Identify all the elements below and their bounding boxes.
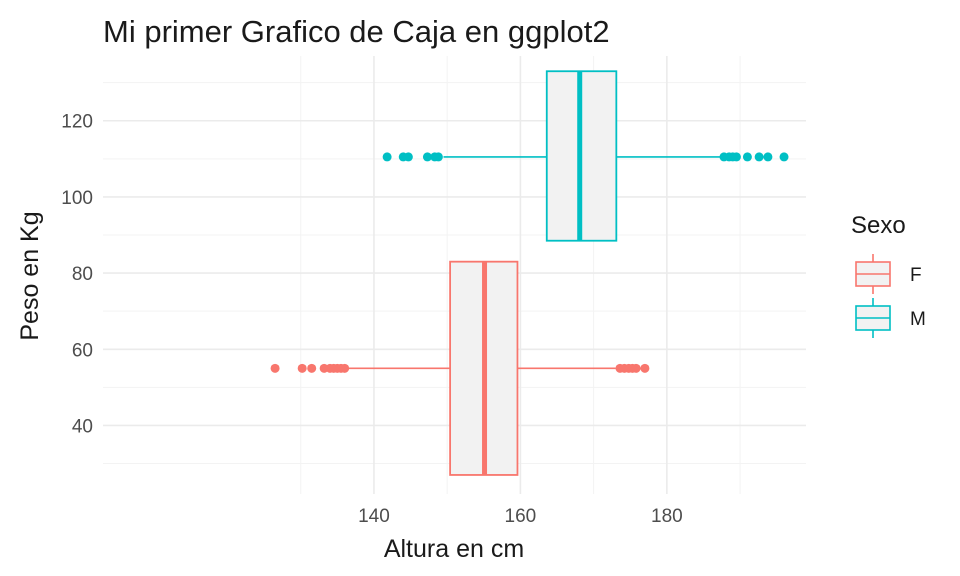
x-tick-label: 160 xyxy=(505,506,537,527)
legend-label: M xyxy=(910,309,926,330)
outlier-point xyxy=(297,363,307,373)
outlier-point xyxy=(763,152,773,162)
y-tick-label: 60 xyxy=(72,340,93,361)
outlier-point xyxy=(422,152,432,162)
outlier-point xyxy=(382,152,392,162)
chart-title: Mi primer Grafico de Caja en ggplot2 xyxy=(103,14,610,49)
outlier-point xyxy=(270,363,280,373)
outlier-point xyxy=(307,363,317,373)
outlier-point xyxy=(433,152,443,162)
outlier-point xyxy=(631,363,641,373)
x-axis-ticks: 140 160 180 xyxy=(358,506,683,527)
boxes xyxy=(270,70,789,476)
box-F xyxy=(270,260,650,476)
outlier-point xyxy=(742,152,752,162)
x-tick-label: 140 xyxy=(358,506,390,527)
y-tick-label: 100 xyxy=(61,188,93,209)
y-tick-label: 120 xyxy=(61,112,93,133)
outlier-point xyxy=(731,152,741,162)
legend-item-M: M xyxy=(855,298,926,338)
legend-title: Sexo xyxy=(851,212,906,239)
outlier-point xyxy=(779,152,789,162)
legend-label: F xyxy=(910,265,922,286)
outlier-point xyxy=(640,363,650,373)
y-tick-label: 40 xyxy=(72,416,93,437)
outlier-point xyxy=(754,152,764,162)
box-M xyxy=(382,70,789,242)
y-axis-ticks: 40 60 80 100 120 xyxy=(61,112,93,438)
y-axis-title: Peso en Kg xyxy=(16,211,44,340)
y-tick-label: 80 xyxy=(72,264,93,285)
x-axis-title: Altura en cm xyxy=(384,535,524,563)
outlier-point xyxy=(403,152,413,162)
outlier-point xyxy=(340,363,350,373)
x-tick-label: 180 xyxy=(651,506,683,527)
legend-item-F: F xyxy=(855,254,922,294)
legend: Sexo F M xyxy=(851,212,926,338)
